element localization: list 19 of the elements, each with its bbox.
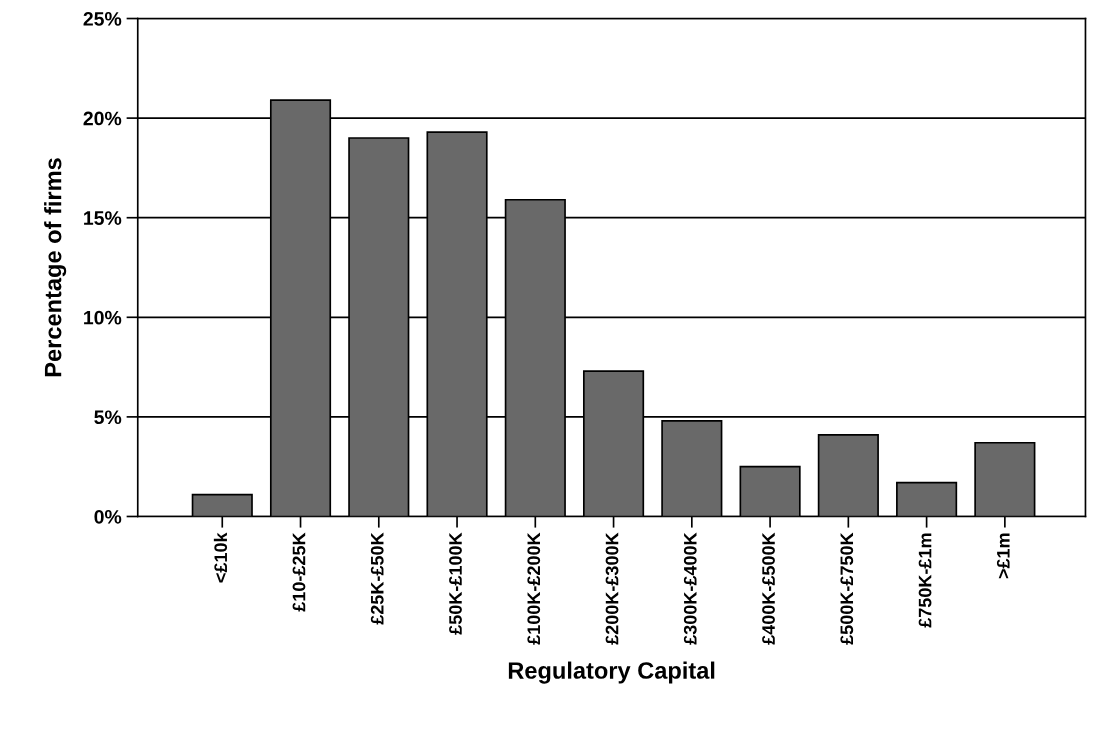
x-axis-title: Regulatory Capital xyxy=(508,661,715,684)
x-tick-label: £750K-£1m xyxy=(918,533,932,628)
y-tick-label: 10% xyxy=(84,310,122,325)
x-tick-label: £400K-£500K xyxy=(762,532,775,645)
x-tick-label: £300K-£400K xyxy=(683,532,697,645)
x-tick-label: £50K-£100K xyxy=(449,532,462,635)
x-tick-label: £100K-£200K xyxy=(527,532,541,645)
x-tick-label: £200K-£300K xyxy=(605,532,619,645)
y-tick-label: 25% xyxy=(83,11,122,26)
y-tick-label: 20% xyxy=(83,111,122,126)
x-tick-label: <£10k xyxy=(213,532,228,583)
x-tick-label: >£1m xyxy=(996,533,1010,579)
x-tick-label: £500K-£750K xyxy=(840,532,854,645)
y-axis-title: Percentage of firms xyxy=(44,158,67,377)
y-tick-label: 0% xyxy=(94,509,122,524)
x-tick-label: £10-£25K xyxy=(292,532,306,612)
y-tick-label: 5% xyxy=(94,410,122,425)
y-tick-label: 15% xyxy=(84,211,122,225)
x-tick-label: £25K-£50K xyxy=(370,532,384,625)
